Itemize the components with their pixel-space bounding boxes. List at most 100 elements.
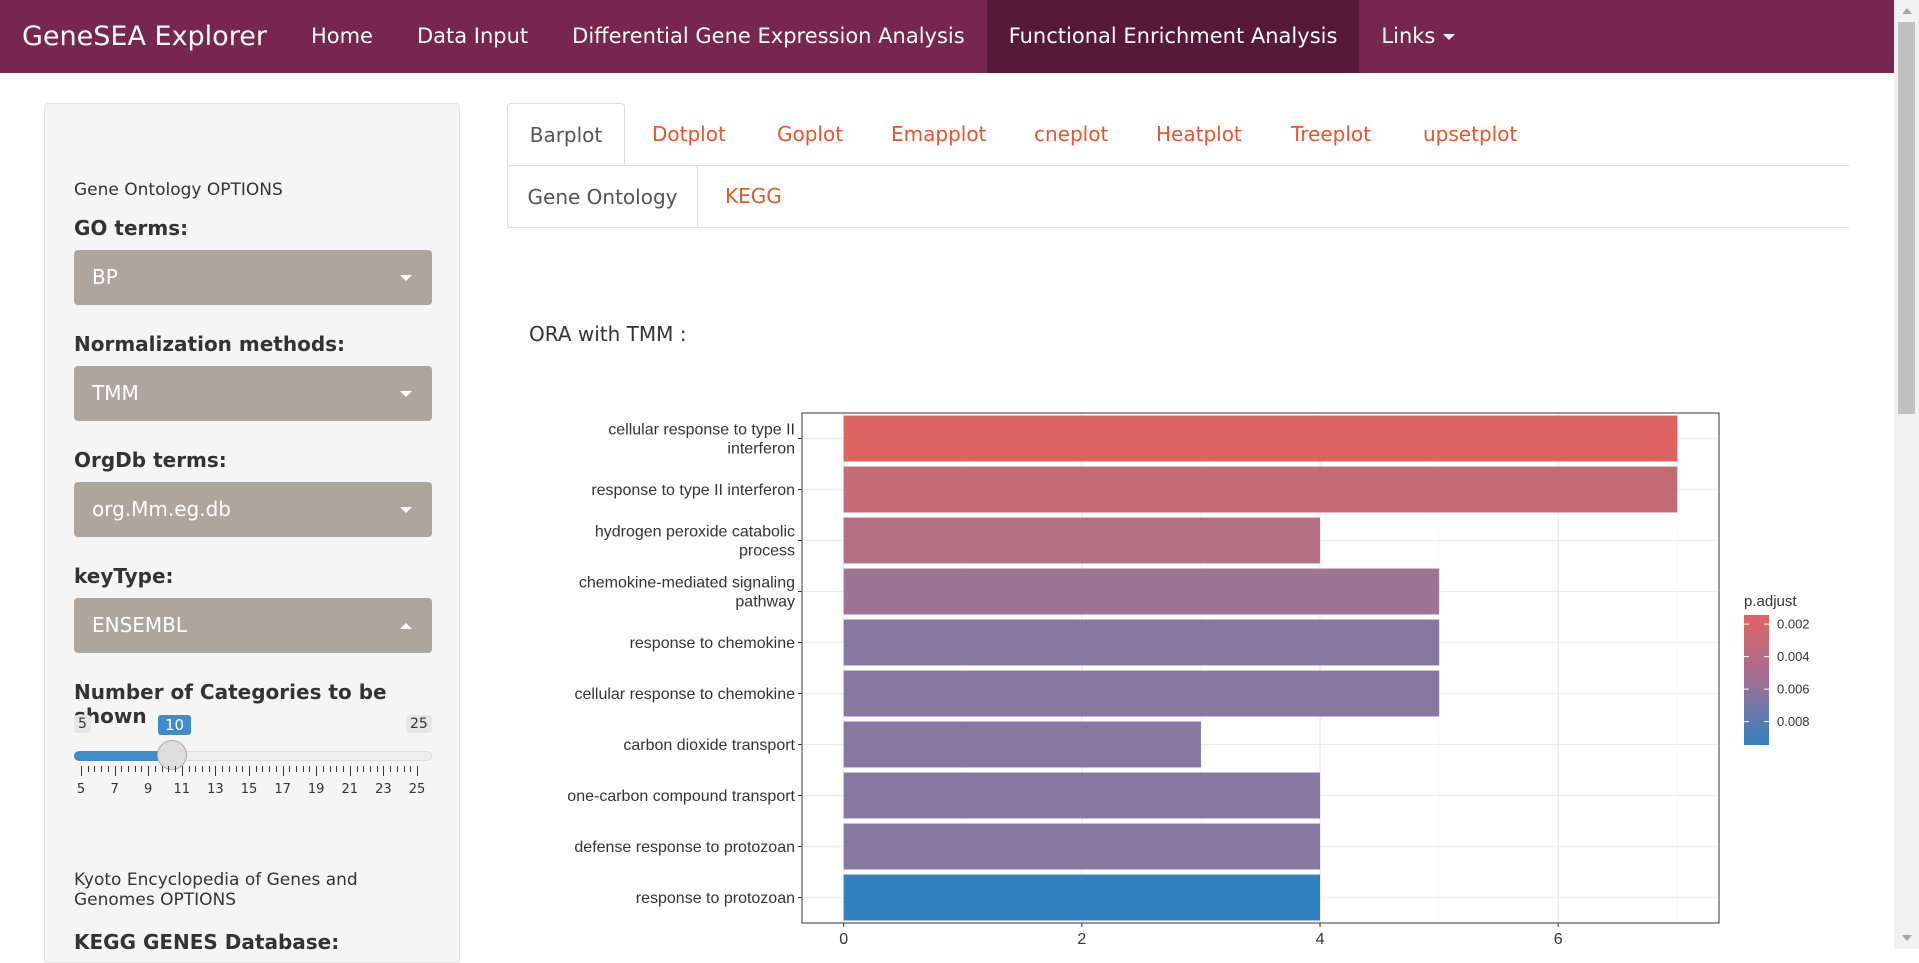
nav-data-input[interactable]: Data Input bbox=[416, 24, 529, 48]
slider-tick bbox=[94, 766, 96, 772]
slider-tick bbox=[114, 766, 116, 776]
slider-tick bbox=[101, 766, 103, 772]
plot-border bbox=[801, 412, 1720, 924]
slider-tick bbox=[363, 766, 365, 772]
kegg-options-title: Kyoto Encyclopedia of Genes and Genomes … bbox=[74, 870, 358, 910]
slider-tick bbox=[249, 766, 250, 776]
bar bbox=[843, 466, 1678, 513]
slider-tick bbox=[255, 766, 257, 772]
tab-goplot[interactable]: Goplot bbox=[777, 122, 844, 146]
tab-kegg[interactable]: KEGG bbox=[725, 184, 782, 208]
tab-barplot[interactable]: Barplot bbox=[507, 103, 625, 165]
normalization-value: TMM bbox=[92, 381, 139, 405]
scroll-down-icon[interactable] bbox=[1902, 935, 1912, 941]
slider-tick bbox=[154, 766, 156, 772]
slider-tick bbox=[282, 766, 284, 776]
categories-label: Number of Categories to be shown bbox=[74, 680, 387, 728]
bar bbox=[843, 619, 1440, 666]
slider-fill bbox=[74, 751, 172, 761]
slider-tick bbox=[195, 766, 197, 772]
slider-tick bbox=[128, 766, 130, 772]
normalization-label: Normalization methods: bbox=[74, 332, 346, 356]
nav-differential-expression[interactable]: Differential Gene Expression Analysis bbox=[572, 24, 965, 48]
slider-tick-label: 7 bbox=[110, 782, 119, 797]
y-tick-label: response to chemokine bbox=[630, 635, 796, 652]
bar bbox=[843, 823, 1321, 870]
y-tick-label: response to protozoan bbox=[636, 890, 795, 907]
scroll-thumb[interactable] bbox=[1898, 22, 1915, 414]
scroll-up-icon[interactable] bbox=[1902, 8, 1912, 14]
slider-tick bbox=[81, 766, 82, 776]
slider-tick bbox=[161, 766, 163, 772]
brand-title[interactable]: GeneSEA Explorer bbox=[22, 21, 267, 52]
legend-label: 0.008 bbox=[1777, 714, 1810, 729]
slider-tick bbox=[87, 766, 89, 772]
slider-tick bbox=[175, 766, 177, 772]
y-tick-label: chemokine-mediated signaling pathway bbox=[579, 575, 795, 611]
slider-handle[interactable] bbox=[157, 740, 187, 770]
tab-dotplot[interactable]: Dotplot bbox=[652, 122, 726, 146]
bar bbox=[843, 415, 1678, 462]
slider-tick-label: 17 bbox=[274, 782, 291, 797]
nav-functional-enrichment[interactable]: Functional Enrichment Analysis bbox=[986, 0, 1360, 73]
slider-tick bbox=[242, 766, 244, 772]
chevron-down-icon bbox=[400, 391, 412, 397]
legend-label: 0.006 bbox=[1777, 682, 1810, 697]
slider-tick bbox=[410, 766, 412, 772]
page-scrollbar[interactable] bbox=[1894, 0, 1919, 949]
options-sidebar: Gene Ontology OPTIONS GO terms: BP Norma… bbox=[44, 103, 460, 963]
slider-tick bbox=[222, 766, 224, 772]
y-tick-label: carbon dioxide transport bbox=[623, 737, 795, 754]
slider-tick bbox=[316, 766, 318, 776]
y-tick-label: cellular response to chemokine bbox=[574, 686, 795, 703]
nav-links-dropdown[interactable]: Links bbox=[1359, 0, 1477, 73]
bar bbox=[843, 874, 1321, 921]
plot-title: ORA with TMM : bbox=[529, 322, 687, 346]
tab-emapplot[interactable]: Emapplot bbox=[891, 122, 987, 146]
bar bbox=[843, 568, 1440, 615]
top-navbar: GeneSEA Explorer Home Data Input Differe… bbox=[0, 0, 1919, 73]
nav-home[interactable]: Home bbox=[310, 24, 373, 48]
orgdb-select[interactable]: org.Mm.eg.db bbox=[74, 482, 432, 537]
slider-tick bbox=[188, 766, 190, 772]
slider-tick bbox=[134, 766, 136, 772]
legend-label: 0.004 bbox=[1777, 649, 1810, 664]
go-terms-value: BP bbox=[92, 265, 118, 289]
keytype-select[interactable]: ENSEMBL bbox=[74, 598, 432, 653]
orgdb-value: org.Mm.eg.db bbox=[92, 497, 232, 521]
slider-tick-label: 23 bbox=[375, 782, 392, 797]
nav-links-label: Links bbox=[1381, 24, 1436, 48]
slider-tick bbox=[296, 766, 298, 772]
slider-tick bbox=[269, 766, 271, 772]
plot-type-tabs: Barplot Dotplot Goplot Emapplot cneplot … bbox=[507, 103, 1849, 166]
tab-cneplot[interactable]: cneplot bbox=[1034, 122, 1109, 146]
y-tick-label: hydrogen peroxide catabolic process bbox=[595, 524, 795, 560]
enrichment-barplot: cellular response to type II interferon re… bbox=[567, 412, 1810, 948]
normalization-select[interactable]: TMM bbox=[74, 366, 432, 421]
slider-tick-label: 11 bbox=[173, 782, 191, 797]
slider-tick bbox=[396, 766, 398, 772]
slider-tick bbox=[322, 766, 324, 772]
keytype-value: ENSEMBL bbox=[92, 613, 188, 637]
legend-colorbar bbox=[1744, 615, 1769, 745]
slider-tick-label: 19 bbox=[307, 782, 325, 797]
slider-tick bbox=[181, 766, 183, 776]
slider-tick bbox=[369, 766, 371, 772]
tab-treeplot[interactable]: Treeplot bbox=[1291, 122, 1371, 146]
slider-tick bbox=[329, 766, 331, 772]
tab-heatplot[interactable]: Heatplot bbox=[1156, 122, 1242, 146]
tab-upsetplot[interactable]: upsetplot bbox=[1423, 122, 1518, 146]
tab-gene-ontology[interactable]: Gene Ontology bbox=[507, 165, 698, 227]
slider-tick-label: 9 bbox=[144, 782, 153, 797]
slider-tick bbox=[403, 766, 405, 772]
slider-tick-label: 21 bbox=[341, 782, 359, 797]
y-tick-label: defense response to protozoan bbox=[574, 839, 795, 856]
slider-tick bbox=[356, 766, 358, 772]
slider-min-label: 5 bbox=[74, 715, 91, 733]
x-tick-label: 4 bbox=[1316, 931, 1325, 948]
bar bbox=[843, 517, 1321, 564]
slider-tick bbox=[228, 766, 230, 772]
chevron-down-icon bbox=[400, 275, 412, 281]
slider-tick bbox=[141, 766, 143, 772]
go-terms-select[interactable]: BP bbox=[74, 250, 432, 305]
